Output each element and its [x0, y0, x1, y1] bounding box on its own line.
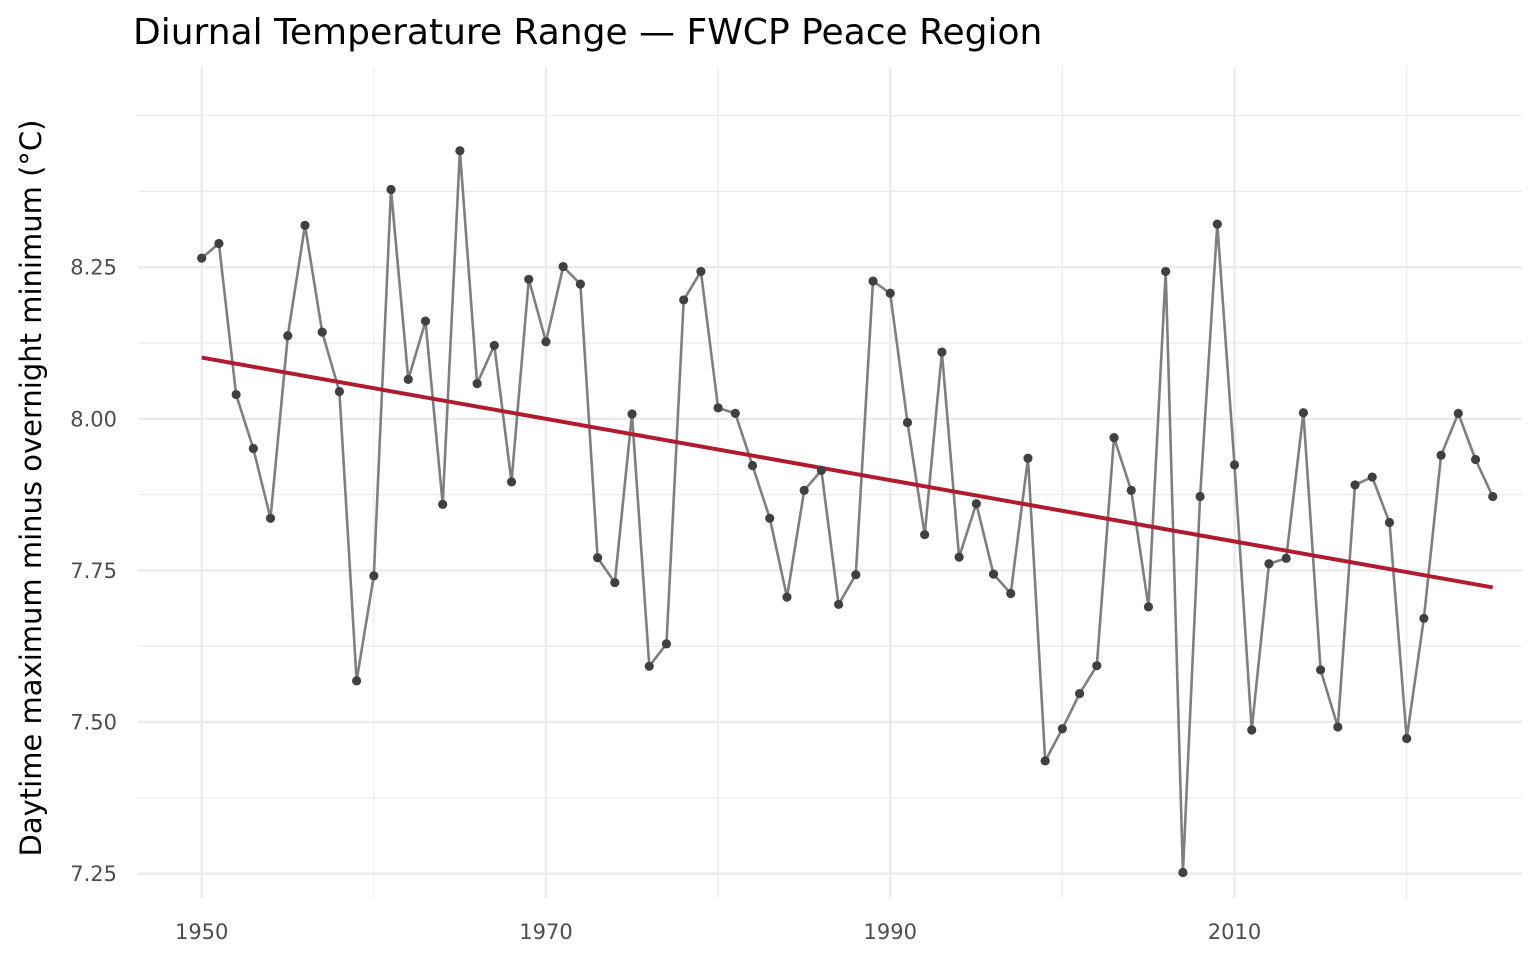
data-point	[1057, 724, 1067, 734]
data-point	[696, 266, 706, 277]
data-point	[782, 592, 792, 602]
data-point	[885, 288, 895, 298]
chart-title: Diurnal Temperature Range — FWCP Peace R…	[133, 12, 1042, 53]
data-point	[506, 477, 517, 487]
data-point	[902, 417, 913, 428]
data-point	[265, 513, 276, 523]
data-point	[834, 599, 844, 610]
data-point	[799, 485, 809, 495]
data-point	[1229, 460, 1240, 470]
data-point	[1488, 491, 1498, 502]
y-axis-label: Daytime maximum minus overnight minimum …	[14, 120, 48, 857]
data-point	[386, 184, 396, 195]
data-point	[644, 661, 654, 671]
x-tick-label: 1970	[519, 920, 572, 944]
data-point	[851, 570, 861, 580]
data-point	[971, 499, 981, 509]
data-point	[937, 347, 947, 357]
data-point	[954, 552, 964, 562]
data-point	[1402, 733, 1412, 744]
data-point	[730, 408, 740, 418]
y-tick-label: 8.25	[70, 256, 117, 280]
data-point	[1333, 722, 1343, 732]
data-point	[1436, 450, 1446, 460]
data-point	[1040, 756, 1050, 766]
data-point	[610, 577, 620, 588]
y-tick-labels: 7.25 7.50 7.75 8.00 8.25	[70, 256, 117, 887]
data-point	[1023, 453, 1033, 463]
series-line-group	[200, 149, 1494, 874]
data-point	[369, 571, 379, 581]
data-point	[231, 389, 241, 400]
data-point	[1453, 408, 1463, 418]
data-point	[1161, 266, 1171, 277]
trend-line	[201, 355, 1494, 590]
trend-line-group	[201, 355, 1494, 590]
data-point	[1419, 613, 1429, 623]
data-point	[352, 676, 362, 686]
x-tick-label: 1990	[864, 920, 917, 944]
data-point	[472, 379, 482, 389]
data-point	[765, 513, 775, 523]
data-point	[334, 386, 345, 397]
y-tick-label: 7.25	[70, 862, 117, 886]
data-point	[317, 327, 327, 337]
data-point	[1195, 491, 1205, 502]
data-point	[541, 337, 551, 347]
data-point	[816, 465, 826, 475]
data-point	[489, 340, 499, 351]
data-point	[747, 460, 758, 471]
data-point	[420, 316, 431, 326]
data-point	[1470, 454, 1481, 465]
data-point	[197, 253, 207, 263]
data-point	[300, 220, 310, 230]
x-tick-labels: 1950 1970 1990 2010	[175, 920, 1261, 944]
data-point	[1247, 725, 1257, 735]
data-point	[1264, 559, 1274, 569]
data-point	[679, 295, 689, 305]
data-point	[283, 331, 293, 341]
data-point	[1384, 517, 1395, 528]
data-point	[1109, 433, 1119, 443]
data-point	[627, 409, 637, 419]
data-point	[593, 553, 603, 563]
data-point	[713, 403, 723, 413]
data-point	[575, 279, 585, 289]
data-point	[403, 374, 413, 384]
data-point	[1281, 553, 1291, 563]
x-tick-label: 1950	[175, 920, 228, 944]
data-point	[661, 639, 672, 649]
data-point	[214, 238, 224, 249]
data-point	[524, 274, 534, 284]
y-tick-label: 7.50	[70, 711, 117, 735]
data-point	[1143, 602, 1154, 612]
x-tick-label: 2010	[1208, 920, 1261, 944]
data-point	[1350, 480, 1360, 490]
data-point	[1178, 867, 1188, 878]
data-point	[1006, 588, 1016, 599]
y-tick-label: 7.75	[70, 559, 117, 583]
data-point	[248, 443, 258, 454]
data-point	[1075, 688, 1085, 699]
data-point	[1126, 485, 1136, 495]
data-point	[988, 569, 999, 579]
data-point	[868, 276, 878, 286]
data-point	[438, 499, 448, 509]
data-point	[920, 530, 930, 540]
data-point	[1092, 661, 1102, 671]
data-point	[455, 146, 465, 156]
data-point	[1315, 665, 1326, 675]
data-point	[1367, 472, 1377, 482]
data-point	[1212, 219, 1222, 229]
data-point	[1298, 408, 1308, 418]
data-point	[558, 261, 568, 272]
series-line	[200, 149, 1494, 874]
y-tick-label: 8.00	[70, 407, 117, 431]
minor-gridlines	[138, 67, 1522, 898]
data-points	[197, 146, 1498, 878]
